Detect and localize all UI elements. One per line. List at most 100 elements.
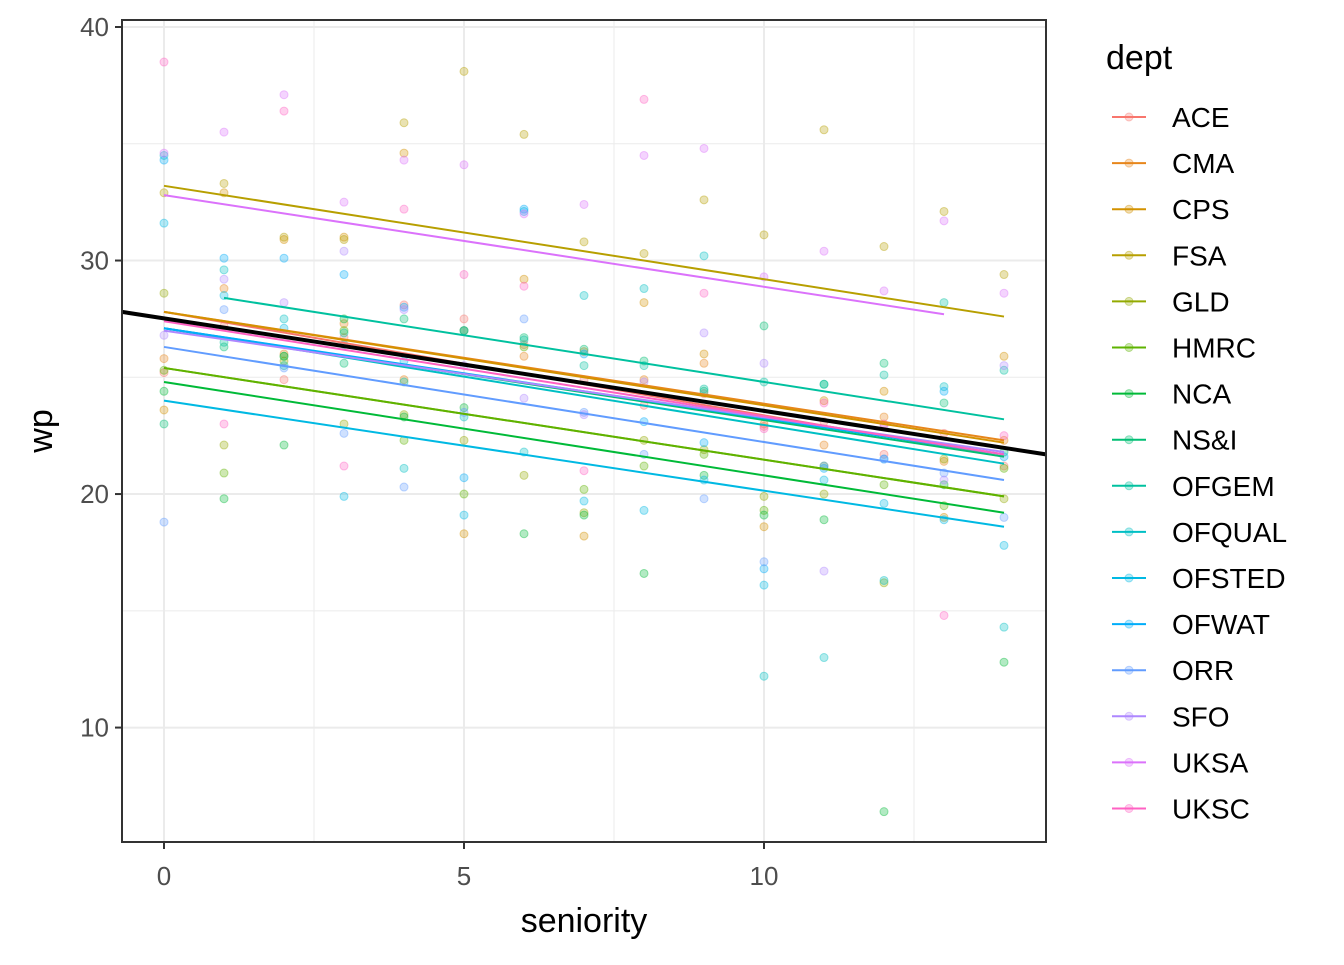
data-point [459, 66, 469, 76]
legend-label: ORR [1172, 655, 1234, 686]
data-point [759, 564, 769, 574]
data-point [999, 431, 1009, 441]
x-tick-label: 5 [457, 861, 471, 891]
legend-label: UKSC [1172, 794, 1250, 825]
data-point [519, 314, 529, 324]
data-point [999, 657, 1009, 667]
data-point [879, 575, 889, 585]
data-point [579, 496, 589, 506]
data-point [639, 505, 649, 515]
legend-label: CPS [1172, 194, 1230, 225]
x-tick-label: 0 [157, 861, 171, 891]
data-point [339, 235, 349, 245]
y-tick-label: 20 [80, 479, 109, 509]
fit-line-hmrc [163, 366, 1005, 498]
data-point [879, 286, 889, 296]
data-point [399, 204, 409, 214]
data-point [759, 580, 769, 590]
data-point [519, 393, 529, 403]
data-point [639, 249, 649, 259]
data-point [699, 349, 709, 359]
data-point [339, 246, 349, 256]
data-point [879, 242, 889, 252]
data-point [219, 127, 229, 137]
x-axis-label: seniority [521, 902, 648, 940]
data-point [639, 298, 649, 308]
series-points-ns-i [159, 314, 1009, 457]
data-point [819, 475, 829, 485]
data-point [399, 118, 409, 128]
data-point [879, 480, 889, 490]
legend-key-point [1124, 757, 1134, 767]
data-point [339, 461, 349, 471]
overall-fit-layer [121, 309, 1047, 457]
data-point [459, 326, 469, 336]
data-point [759, 557, 769, 567]
legend-label: FSA [1172, 240, 1227, 271]
data-point [219, 342, 229, 352]
data-point [279, 351, 289, 361]
data-point [819, 398, 829, 408]
legend-title: dept [1106, 39, 1173, 77]
legend-label: OFWAT [1172, 609, 1270, 640]
data-point [339, 358, 349, 368]
data-point [159, 330, 169, 340]
panel-border [121, 19, 1047, 843]
fit-line-ofgem [223, 296, 1005, 421]
data-point [399, 375, 409, 385]
legend-key-point [1124, 204, 1134, 214]
data-point [579, 237, 589, 247]
data-point [159, 150, 169, 160]
legend-label: OFQUAL [1172, 517, 1287, 548]
data-point [399, 300, 409, 310]
data-point [279, 90, 289, 100]
fit-line-ofsted [163, 399, 1005, 528]
data-point [159, 517, 169, 527]
overall-fit-line [121, 309, 1047, 457]
data-point [879, 370, 889, 380]
y-axis-label: wp [22, 409, 60, 453]
legend: ACE CMA CPS FSA GLD HMRC NCA NS&I OFGEM OFQUAL OFS… [1112, 102, 1287, 825]
data-point [339, 326, 349, 336]
data-point [279, 314, 289, 324]
data-point [699, 494, 709, 504]
legend-item-orr: ORR [1112, 655, 1234, 686]
legend-label: OFSTED [1172, 563, 1286, 594]
legend-item-uksa: UKSA [1112, 747, 1249, 778]
legend-label: SFO [1172, 701, 1230, 732]
data-point [339, 319, 349, 329]
data-point [279, 253, 289, 263]
legend-item-nca: NCA [1112, 379, 1231, 410]
data-point [399, 302, 409, 312]
data-point [159, 218, 169, 228]
data-point [339, 232, 349, 242]
legend-key-point [1124, 711, 1134, 721]
data-point [279, 375, 289, 385]
data-point [399, 148, 409, 158]
data-point [939, 456, 949, 466]
data-point [459, 314, 469, 324]
data-point [759, 491, 769, 501]
data-point [279, 440, 289, 450]
legend-item-uksc: UKSC [1112, 794, 1250, 825]
data-point [699, 195, 709, 205]
data-point [519, 206, 529, 216]
data-point [219, 265, 229, 275]
y-tick-label: 10 [80, 713, 109, 743]
legend-item-ns-i: NS&I [1112, 425, 1237, 456]
data-point [159, 419, 169, 429]
data-point [579, 361, 589, 371]
data-point [879, 807, 889, 817]
data-point [939, 216, 949, 226]
data-point [339, 491, 349, 501]
legend-key-point [1124, 343, 1134, 352]
fit-line-cps [163, 310, 1005, 444]
data-point [519, 274, 529, 284]
y-tick-label: 40 [80, 12, 109, 42]
fit-line-fsa [163, 184, 1005, 318]
data-point [579, 508, 589, 518]
legend-item-sfo: SFO [1112, 701, 1230, 732]
fit-line-orr [163, 345, 1005, 482]
data-point [579, 531, 589, 541]
data-point [219, 178, 229, 188]
